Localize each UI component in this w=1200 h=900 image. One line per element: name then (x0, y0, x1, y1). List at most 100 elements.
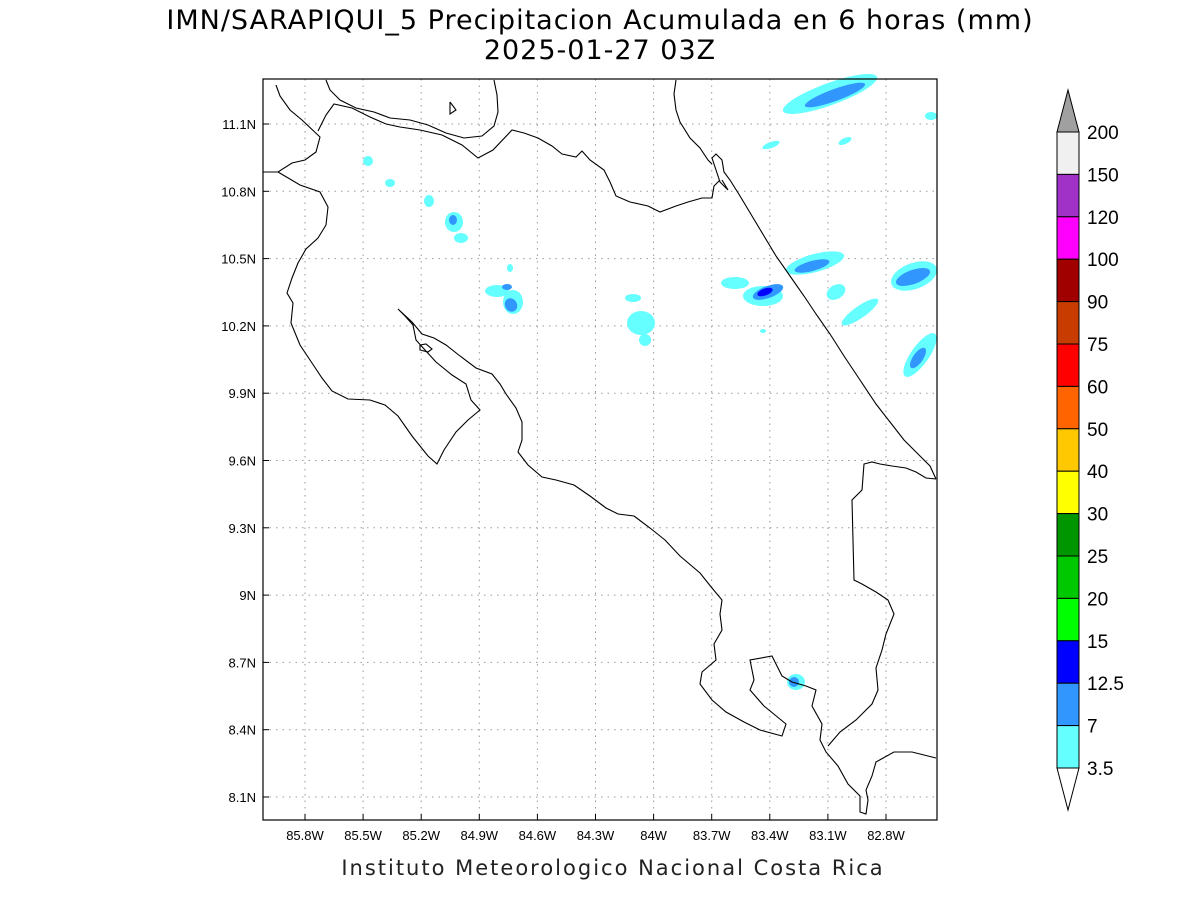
precip-cell (762, 140, 780, 150)
x-tick-label: 82.8W (867, 828, 905, 843)
x-tick-label: 84.6W (519, 828, 557, 843)
gulf-nicoya-island (419, 343, 433, 353)
coastlines-borders (263, 79, 937, 815)
colorbar-box (1056, 301, 1080, 345)
colorbar-label: 200 (1087, 123, 1119, 144)
map-datetime: 2025-01-27 03Z (483, 35, 717, 66)
x-tick-label: 85.2W (402, 828, 440, 843)
colorbar-box (1056, 640, 1080, 684)
map-area (263, 79, 937, 820)
y-tick-label: 8.1N (229, 790, 256, 805)
colorbar-box (1056, 725, 1080, 769)
colorbar-label: 50 (1087, 420, 1108, 441)
x-tick-label: 83.4W (751, 828, 789, 843)
lake-shore (325, 79, 499, 139)
precip-cell (454, 233, 468, 243)
colorbar-box (1056, 343, 1080, 387)
precip-cell (627, 311, 655, 335)
colorbar-bottom-arrow (1056, 767, 1080, 812)
colorbar-label: 90 (1087, 293, 1108, 314)
y-tick-label: 9.3N (229, 521, 256, 536)
credit-text: Instituto Meteorologico Nacional Costa R… (341, 856, 885, 880)
y-tick-label: 9.9N (229, 386, 256, 401)
colorbar-box (1056, 131, 1080, 175)
precip-cell (895, 267, 931, 287)
colorbar-box (1056, 216, 1080, 260)
colorbar-label: 20 (1087, 589, 1108, 610)
colorbar-label: 12.5 (1087, 674, 1124, 695)
colorbar-box (1056, 258, 1080, 303)
precip-cell (449, 215, 457, 225)
colorbar-box (1056, 470, 1080, 515)
map-frame (262, 78, 938, 821)
colorbar-box (1056, 682, 1080, 727)
precip-cell (804, 82, 866, 108)
y-tick-label: 9N (239, 588, 256, 603)
precip-cell (502, 284, 512, 290)
precip-cell (925, 112, 937, 120)
colorbar-box (1056, 173, 1080, 218)
pacific-coast-nicoya (277, 171, 937, 815)
precip-cell (625, 294, 641, 302)
precip-cell (424, 195, 434, 207)
colorbar-label: 15 (1087, 632, 1108, 653)
y-tick-label: 10.5N (221, 252, 256, 267)
precip-cell (760, 329, 766, 333)
osa-coast (827, 461, 937, 747)
precip-cell (757, 287, 773, 297)
precip-cell (909, 347, 927, 369)
colorbar-box (1056, 555, 1080, 599)
x-tick-label: 83.7W (693, 828, 731, 843)
precip-cell (838, 136, 852, 146)
y-axis: 11.1N 10.8N 10.5N 10.2N 9.9N 9.6N 9.3N 9N 8.7N 8.… (221, 117, 269, 805)
x-tick-label: 85.5W (344, 828, 382, 843)
colorbar-label: 40 (1087, 462, 1108, 483)
x-tick-label: 83.1W (809, 828, 847, 843)
precip-cell (721, 277, 749, 289)
y-tick-label: 8.4N (229, 723, 256, 738)
colorbar-label: 60 (1087, 377, 1108, 398)
precip-cell (363, 156, 373, 166)
precip-cell (794, 259, 830, 273)
colorbar-top-arrow (1056, 88, 1080, 133)
precip-cell (385, 179, 395, 187)
colorbar-label: 25 (1087, 547, 1108, 568)
lake-nicaragua-shore (449, 101, 457, 116)
y-tick-label: 10.2N (221, 319, 256, 334)
map-grid (263, 79, 937, 820)
colorbar-box (1056, 428, 1080, 472)
x-tick-label: 84.3W (577, 828, 615, 843)
precip-cell (639, 334, 651, 346)
colorbar-box (1056, 597, 1080, 642)
x-axis: 85.8W 85.5W 85.2W 84.9W 84.6W 84.3W 84W 83.7W 83… (286, 814, 906, 843)
precip-cell (826, 284, 846, 300)
colorbar-labels: 200 150 120 100 90 75 60 50 40 30 25 20 15 12.5 7 3.5 (1087, 123, 1124, 780)
x-tick-label: 84.9W (461, 828, 499, 843)
y-tick-label: 8.7N (229, 655, 256, 670)
y-tick-label: 10.8N (221, 184, 256, 199)
caribbean-coast (711, 153, 937, 480)
precip-cell (504, 298, 518, 312)
colorbar-box (1056, 385, 1080, 430)
precipitation-cells (363, 74, 937, 690)
colorbar-label: 7 (1087, 717, 1098, 738)
colorbar-label: 75 (1087, 335, 1108, 356)
pacific-coast (263, 84, 321, 173)
precip-cell (507, 264, 513, 272)
san-juan-river (673, 79, 713, 165)
colorbar-label: 3.5 (1087, 759, 1113, 780)
colorbar-label: 120 (1087, 208, 1119, 229)
colorbar-boxes (1056, 88, 1080, 812)
colorbar-label: 100 (1087, 250, 1119, 271)
precip-cell (841, 298, 879, 326)
y-tick-label: 11.1N (222, 117, 256, 132)
x-tick-label: 84W (640, 828, 667, 843)
x-tick-label: 85.8W (286, 828, 324, 843)
colorbar-label: 30 (1087, 505, 1108, 526)
nicaragua-border (317, 103, 721, 213)
map-title: IMN/SARAPIQUI_5 Precipitacion Acumulada … (166, 5, 1034, 36)
y-tick-label: 9.6N (229, 454, 256, 469)
colorbar-label: 150 (1087, 165, 1119, 186)
